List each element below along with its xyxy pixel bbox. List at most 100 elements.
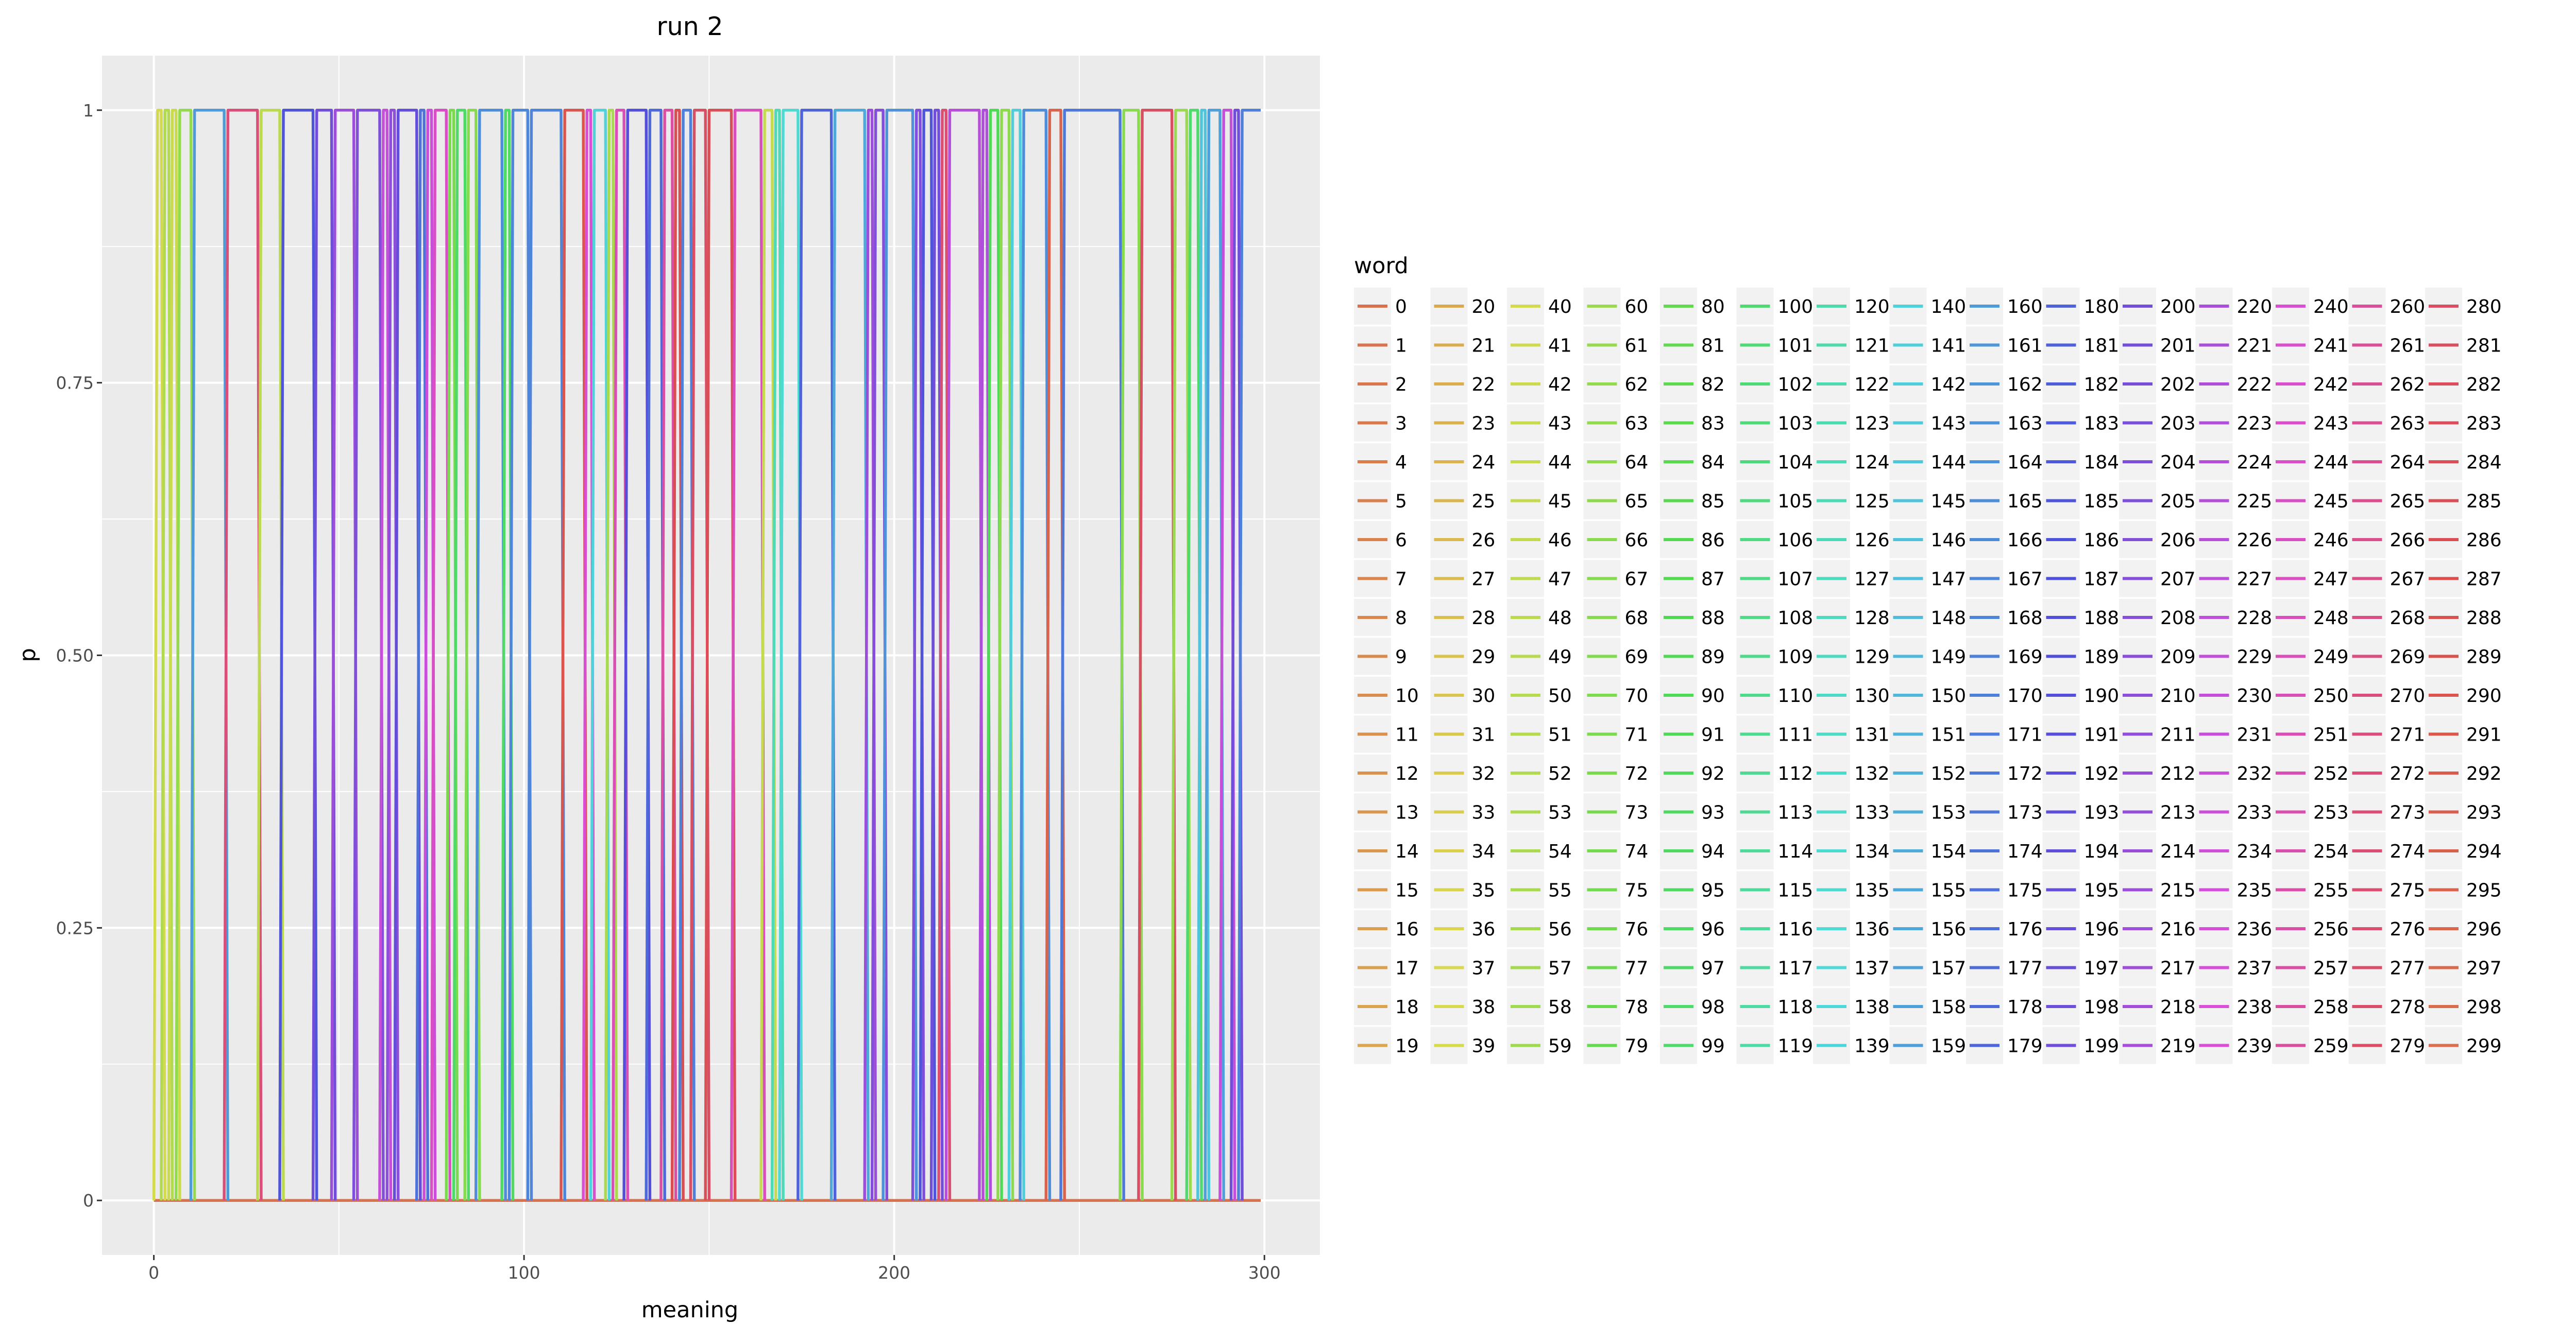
legend-label-125: 125 [1854, 491, 1890, 512]
legend-label-41: 41 [1548, 336, 1572, 357]
legend-label-7: 7 [1395, 569, 1407, 590]
x-axis-title: meaning [641, 1297, 738, 1323]
legend-label-219: 219 [2160, 1036, 2196, 1057]
legend-label-213: 213 [2160, 802, 2196, 824]
legend-label-57: 57 [1548, 958, 1572, 979]
legend-label-132: 132 [1854, 763, 1890, 784]
legend-label-30: 30 [1472, 685, 1496, 707]
legend-label-286: 286 [2466, 530, 2502, 551]
legend-label-56: 56 [1548, 919, 1572, 940]
legend-label-232: 232 [2237, 763, 2273, 784]
legend-label-19: 19 [1395, 1036, 1419, 1057]
legend-label-221: 221 [2237, 336, 2273, 357]
legend-label-50: 50 [1548, 685, 1572, 707]
legend-label-278: 278 [2390, 997, 2426, 1018]
legend-label-153: 153 [1931, 802, 1967, 824]
legend-label-227: 227 [2237, 569, 2273, 590]
legend-label-64: 64 [1625, 452, 1649, 473]
legend-label-91: 91 [1701, 725, 1725, 746]
legend-label-82: 82 [1701, 374, 1725, 395]
legend-label-162: 162 [2007, 374, 2043, 395]
legend-label-62: 62 [1625, 374, 1649, 395]
legend-label-17: 17 [1395, 958, 1419, 979]
legend-label-156: 156 [1931, 919, 1967, 940]
legend-label-217: 217 [2160, 958, 2196, 979]
legend-label-284: 284 [2466, 452, 2502, 473]
legend-label-290: 290 [2466, 685, 2502, 707]
legend-label-194: 194 [2084, 841, 2120, 862]
legend-label-298: 298 [2466, 997, 2502, 1018]
legend: 0123456789101112131415161718192021222324… [1354, 288, 2502, 1064]
legend-label-33: 33 [1472, 802, 1496, 824]
legend-label-128: 128 [1854, 608, 1890, 629]
legend-label-59: 59 [1548, 1036, 1572, 1057]
legend-label-293: 293 [2466, 802, 2502, 824]
legend-label-251: 251 [2313, 725, 2349, 746]
legend-label-142: 142 [1931, 374, 1967, 395]
legend-label-238: 238 [2237, 997, 2273, 1018]
legend-label-77: 77 [1625, 958, 1649, 979]
legend-label-70: 70 [1625, 685, 1649, 707]
legend-label-139: 139 [1854, 1036, 1890, 1057]
legend-label-40: 40 [1548, 296, 1572, 317]
legend-label-159: 159 [1931, 1036, 1967, 1057]
legend-label-186: 186 [2084, 530, 2120, 551]
legend-label-102: 102 [1778, 374, 1814, 395]
legend-label-37: 37 [1472, 958, 1496, 979]
legend-label-184: 184 [2084, 452, 2120, 473]
legend-label-283: 283 [2466, 413, 2502, 434]
legend-label-241: 241 [2313, 336, 2349, 357]
legend-label-165: 165 [2007, 491, 2043, 512]
legend-label-203: 203 [2160, 413, 2196, 434]
legend-label-272: 272 [2390, 763, 2426, 784]
legend-label-89: 89 [1701, 647, 1725, 668]
legend-label-258: 258 [2313, 997, 2349, 1018]
legend-label-80: 80 [1701, 296, 1725, 317]
legend-label-42: 42 [1548, 374, 1572, 395]
legend-label-299: 299 [2466, 1036, 2502, 1057]
legend-label-141: 141 [1931, 336, 1967, 357]
axes: 0 100 200 300 0 0.25 0.50 0.75 1 [56, 100, 1281, 1283]
legend-label-129: 129 [1854, 647, 1890, 668]
legend-label-49: 49 [1548, 647, 1572, 668]
legend-label-52: 52 [1548, 763, 1572, 784]
legend-label-260: 260 [2390, 296, 2426, 317]
legend-label-190: 190 [2084, 685, 2120, 707]
legend-label-185: 185 [2084, 491, 2120, 512]
legend-label-6: 6 [1395, 530, 1407, 551]
legend-label-264: 264 [2390, 452, 2426, 473]
legend-label-28: 28 [1472, 608, 1496, 629]
legend-label-243: 243 [2313, 413, 2349, 434]
legend-label-252: 252 [2313, 763, 2349, 784]
legend-label-116: 116 [1778, 919, 1814, 940]
legend-label-168: 168 [2007, 608, 2043, 629]
legend-label-285: 285 [2466, 491, 2502, 512]
legend-label-35: 35 [1472, 880, 1496, 901]
legend-label-257: 257 [2313, 958, 2349, 979]
legend-label-246: 246 [2313, 530, 2349, 551]
legend-label-66: 66 [1625, 530, 1649, 551]
legend-label-280: 280 [2466, 296, 2502, 317]
legend-label-137: 137 [1854, 958, 1890, 979]
legend-label-39: 39 [1472, 1036, 1496, 1057]
legend-label-152: 152 [1931, 763, 1967, 784]
legend-label-199: 199 [2084, 1036, 2120, 1057]
legend-label-191: 191 [2084, 725, 2120, 746]
legend-label-24: 24 [1472, 452, 1496, 473]
y-tick-label: 0 [83, 1191, 94, 1211]
legend-label-195: 195 [2084, 880, 2120, 901]
legend-label-73: 73 [1625, 802, 1649, 824]
legend-label-76: 76 [1625, 919, 1649, 940]
legend-label-75: 75 [1625, 880, 1649, 901]
legend-label-265: 265 [2390, 491, 2426, 512]
legend-label-20: 20 [1472, 296, 1496, 317]
legend-label-14: 14 [1395, 841, 1419, 862]
legend-label-10: 10 [1395, 685, 1419, 707]
legend-label-273: 273 [2390, 802, 2426, 824]
legend-label-214: 214 [2160, 841, 2196, 862]
legend-label-2: 2 [1395, 374, 1407, 395]
legend-label-34: 34 [1472, 841, 1496, 862]
legend-label-145: 145 [1931, 491, 1967, 512]
legend-label-163: 163 [2007, 413, 2043, 434]
legend-label-204: 204 [2160, 452, 2196, 473]
